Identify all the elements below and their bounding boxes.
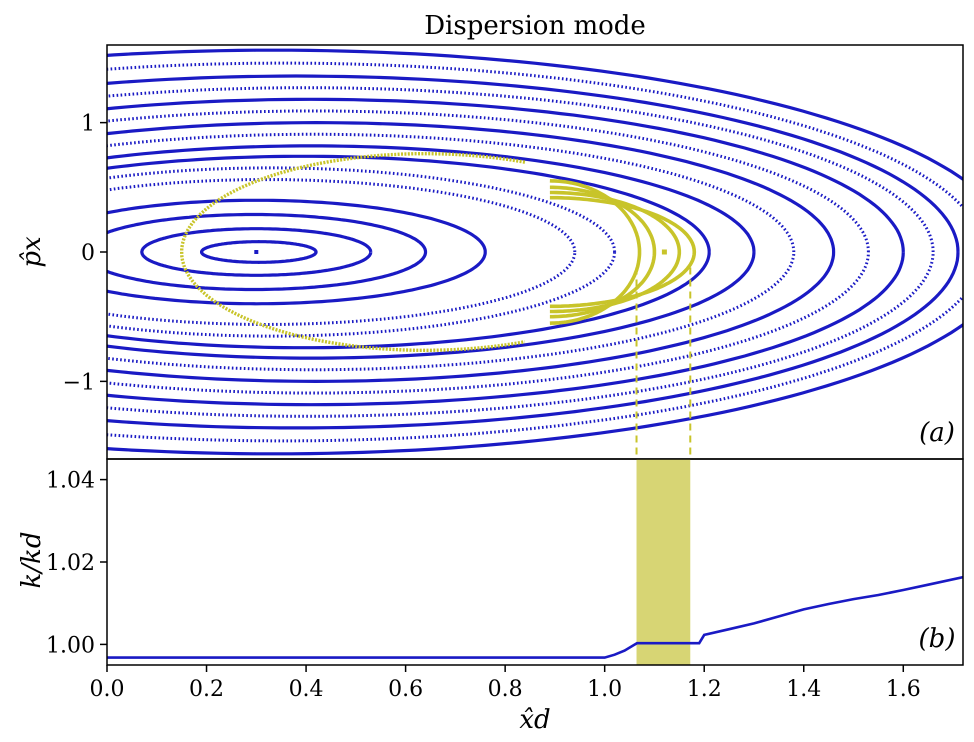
x-tick-label: 0.2 bbox=[189, 677, 224, 702]
orbit-16 bbox=[107, 48, 963, 456]
panel-b-y-ticks: 1.04 1.02 1.00 bbox=[46, 469, 107, 658]
panel-a-frame bbox=[106, 44, 964, 460]
panel-a-label: (a) bbox=[919, 418, 955, 448]
orbit-1 bbox=[200, 239, 318, 265]
orbit-3 bbox=[107, 212, 428, 292]
chart-title: Dispersion mode bbox=[424, 11, 646, 41]
x-tick-label: 0.8 bbox=[488, 677, 523, 702]
orbit-9 bbox=[107, 132, 796, 372]
panel-b-x-ticks: 0.0 0.2 0.4 0.6 0.8 1.0 1.2 1.4 1.6 bbox=[90, 665, 921, 702]
panel-a-y-tick-label: 1 bbox=[81, 112, 95, 137]
orbit-10 bbox=[107, 120, 836, 384]
panel-a-y-axis-label: p̂x bbox=[17, 236, 47, 268]
resonance-island bbox=[179, 151, 697, 459]
ratio-curve-line bbox=[107, 575, 963, 659]
orbit-12 bbox=[107, 97, 905, 407]
x-tick-label: 0.6 bbox=[388, 677, 423, 702]
x-axis-label: x̂d bbox=[519, 705, 550, 735]
orbit-center-point bbox=[254, 250, 259, 254]
orbit-13 bbox=[107, 86, 935, 418]
orbit-7 bbox=[107, 154, 711, 350]
orbit-4 bbox=[107, 198, 487, 306]
resonance-band-rect bbox=[636, 459, 691, 665]
x-tick-label: 1.4 bbox=[786, 677, 821, 702]
island-separatrix bbox=[179, 151, 526, 352]
orbit-2 bbox=[140, 227, 373, 277]
panel-a-y-ticks: 1 0 −1 bbox=[63, 112, 107, 395]
x-tick-label: 0.4 bbox=[289, 677, 324, 702]
x-tick-label: 1.2 bbox=[687, 677, 722, 702]
island-arc-3 bbox=[549, 190, 682, 314]
orbit-5 bbox=[107, 178, 577, 327]
panel-b-y-axis-label: k/kd bbox=[17, 532, 47, 589]
panel-b-y-tick-label: 1.02 bbox=[46, 551, 95, 576]
resonance-band bbox=[636, 459, 691, 665]
orbit-8 bbox=[107, 144, 756, 360]
x-tick-label: 0.0 bbox=[90, 677, 125, 702]
island-arc-1 bbox=[549, 179, 642, 325]
ratio-curve bbox=[107, 575, 963, 659]
panel-a: 1 0 −1 (a) p̂x bbox=[17, 44, 964, 460]
panel-b-y-tick-label: 1.00 bbox=[46, 633, 95, 658]
panel-b: 1.04 1.02 1.00 0.0 0.2 0.4 0.6 0.8 1.0 1.2 1.4 1.6… bbox=[17, 458, 964, 735]
orbit-14 bbox=[107, 74, 960, 430]
x-tick-label: 1.0 bbox=[587, 677, 622, 702]
panel-b-y-tick-label: 1.04 bbox=[46, 469, 95, 494]
island-center-point bbox=[661, 249, 667, 255]
panel-a-y-tick-label: 0 bbox=[81, 241, 95, 266]
island-arc-4 bbox=[549, 195, 697, 309]
panel-b-frame bbox=[106, 458, 964, 666]
phase-space-orbits bbox=[107, 48, 963, 456]
orbit-15 bbox=[107, 61, 963, 443]
x-tick-label: 1.6 bbox=[886, 677, 921, 702]
panel-b-label: (b) bbox=[919, 624, 956, 654]
panel-a-y-tick-label: −1 bbox=[63, 370, 95, 395]
